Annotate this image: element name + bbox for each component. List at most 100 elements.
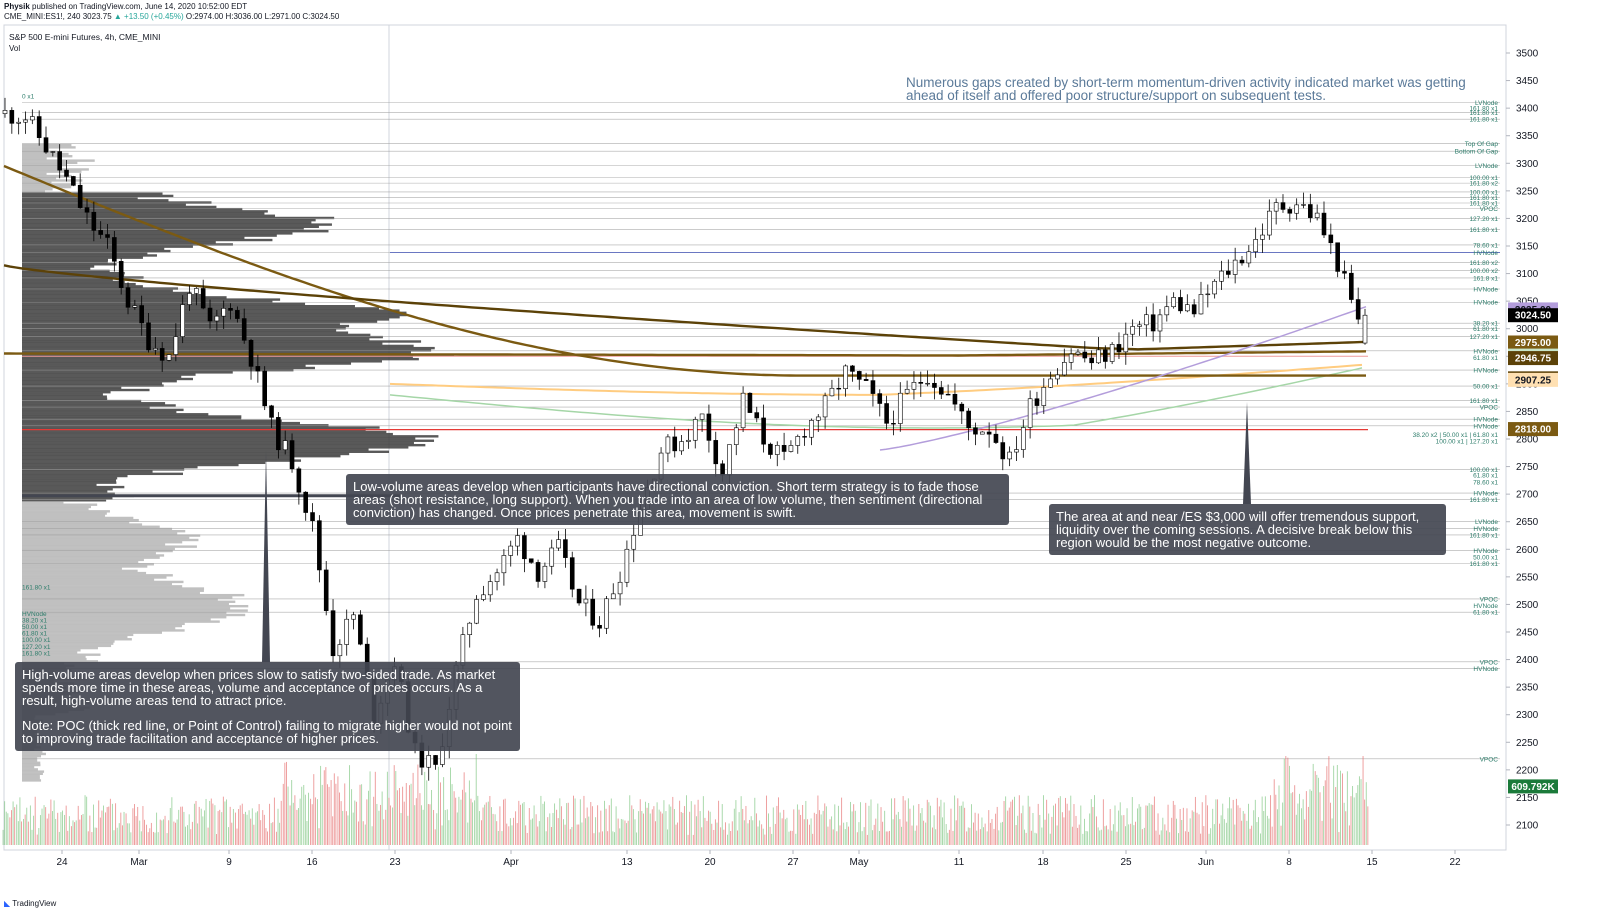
candle: [1137, 320, 1142, 336]
candle-body: [747, 392, 753, 413]
x-tick-label: 16: [306, 857, 318, 868]
volume-bar: [1083, 818, 1085, 845]
volume-bar: [265, 828, 267, 845]
candle: [351, 611, 356, 630]
candle-body: [1314, 212, 1320, 218]
profile-bar: [22, 437, 416, 440]
volume-bar: [1292, 792, 1294, 845]
volume-bar: [359, 784, 361, 845]
volume-bar: [1116, 831, 1118, 845]
y-tick-label: 3200: [1516, 214, 1539, 225]
price-tag-bg: [1508, 422, 1558, 437]
y-tick-label: 2800: [1516, 435, 1539, 446]
volume-bar: [986, 831, 988, 845]
volume-bar: [156, 812, 158, 845]
y-tick-label: 2250: [1516, 738, 1539, 749]
candle: [768, 442, 773, 459]
volume-bar: [679, 800, 681, 845]
callout-high-volume: High-volume areas develop when prices sl…: [15, 662, 520, 751]
volume-bar: [173, 821, 175, 845]
candle-body: [727, 444, 732, 476]
profile-bar: [22, 565, 148, 568]
volume-bar: [342, 810, 344, 845]
callout-low-volume: Low-volume areas develop when participan…: [346, 474, 1009, 525]
volume-bar: [825, 806, 827, 845]
volume-bar: [1100, 829, 1102, 845]
level-label: 161.80 x1: [1469, 110, 1498, 117]
volume-bar: [737, 830, 738, 845]
volume-bar: [157, 832, 159, 845]
candle: [91, 201, 97, 242]
volume-bar: [604, 800, 605, 845]
pointer-high-volume: [262, 450, 270, 662]
volume-bar: [383, 819, 385, 845]
candle-body: [1034, 398, 1040, 406]
y-tick-label: 3250: [1516, 186, 1539, 197]
volume-bar: [1230, 808, 1232, 845]
volume-bar: [325, 767, 327, 845]
candle: [973, 422, 978, 446]
volume-bar: [1039, 814, 1041, 845]
volume-bar: [105, 812, 107, 845]
volume-bar: [1053, 805, 1054, 845]
profile-bar: [22, 291, 192, 295]
level-label: 100.00 x1: [1469, 175, 1498, 182]
candle: [98, 221, 103, 239]
volume-bar: [595, 817, 597, 845]
volume-bar: [858, 822, 860, 845]
profile-bar: [22, 474, 128, 478]
profile-bar: [22, 512, 107, 515]
callout-low-volume-text: Low-volume areas develop when participan…: [353, 479, 983, 520]
volume-bar: [161, 820, 163, 845]
volume-bar: [1225, 822, 1227, 845]
volume-bar: [1271, 826, 1273, 845]
candle: [815, 414, 821, 432]
volume-bar: [238, 809, 240, 845]
level-label: Top Of Gap: [1465, 141, 1499, 148]
candle-body: [71, 176, 76, 186]
volume-bar: [819, 810, 820, 845]
volume-bar: [496, 821, 498, 845]
level-label: 78.60 x1: [1473, 242, 1498, 249]
x-tick-label: 8: [1286, 857, 1292, 868]
volume-bar: [270, 823, 272, 845]
volume-bar: [1283, 758, 1285, 845]
profile-bar: [22, 258, 109, 262]
profile-bar: [22, 578, 155, 581]
volume-bar: [989, 822, 991, 845]
volume-bar: [716, 822, 718, 845]
candle-body: [610, 593, 616, 600]
candle: [590, 588, 596, 630]
profile-bar: [22, 554, 165, 557]
profile-bar: [22, 362, 352, 365]
volume-bar: [1034, 832, 1036, 845]
volume-bar: [848, 826, 849, 845]
volume-bar: [93, 804, 94, 845]
profile-bar: [22, 260, 108, 264]
candle: [918, 371, 924, 397]
level-label: 161.80 x1: [1469, 532, 1498, 539]
tradingview-logo[interactable]: ◣ TradingView: [4, 899, 56, 908]
profile-bar: [22, 415, 242, 418]
profile-bar: [22, 765, 35, 769]
volume-bar: [1020, 813, 1022, 845]
profile-bar: [22, 199, 169, 202]
candle-body: [1232, 259, 1238, 275]
volume-bar: [645, 801, 646, 845]
price-change: ▲ +13.50 (+0.45%): [113, 12, 184, 21]
candle: [1287, 206, 1293, 222]
symbol-line[interactable]: CME_MINI:ES1!, 240: [4, 12, 81, 21]
author-name[interactable]: Physik: [4, 2, 30, 11]
volume-bar: [663, 800, 665, 845]
candle: [1280, 194, 1286, 213]
volume-bar: [993, 828, 995, 845]
level-label: VPOC: [1480, 756, 1499, 763]
volume-bar: [280, 800, 282, 845]
candle: [809, 418, 814, 446]
candle-body: [706, 413, 712, 441]
volume-bar: [979, 829, 981, 845]
candle: [1055, 368, 1060, 385]
volume-bar: [925, 822, 927, 845]
volume-bar: [1092, 806, 1094, 845]
